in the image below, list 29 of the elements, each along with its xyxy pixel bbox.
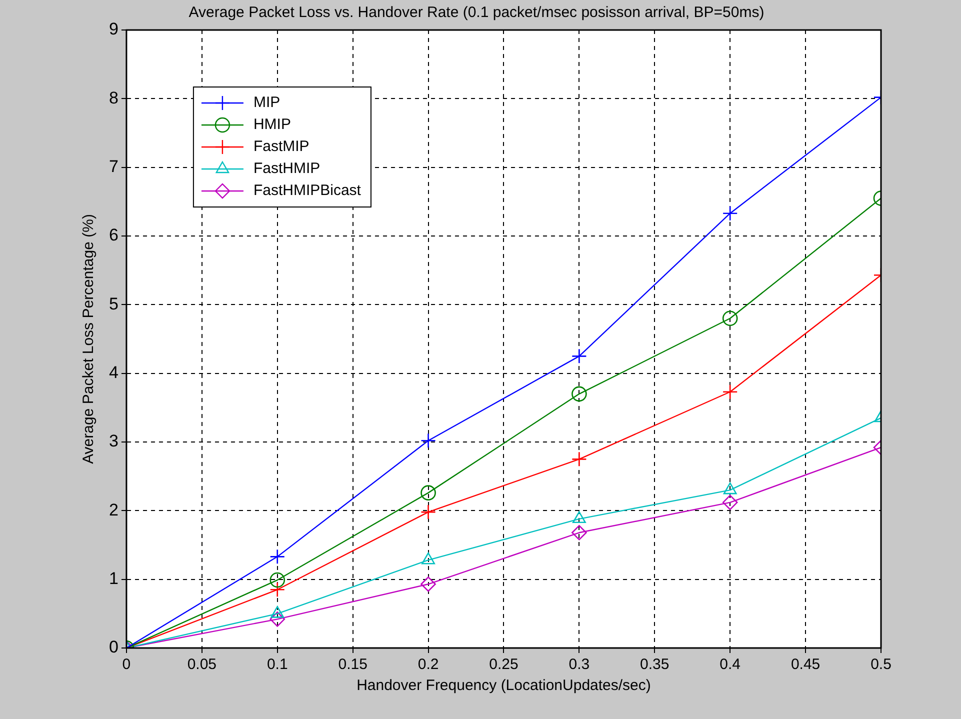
x-tick-label: 0.4 — [720, 656, 741, 674]
legend-label: MIP — [253, 94, 280, 112]
y-tick-label: 1 — [108, 569, 118, 588]
y-tick-label: 3 — [108, 432, 118, 451]
x-tick-label: 0.2 — [418, 656, 439, 674]
x-tick-label: 0.05 — [187, 656, 217, 674]
legend-label: FastHMIPBicast — [253, 182, 362, 200]
chart-title: Average Packet Loss vs. Handover Rate (0.1 packet/msec posisson arrival, BP=50ms) — [188, 4, 764, 22]
x-tick-label: 0.25 — [489, 656, 518, 674]
legend-label: FastHMIP — [253, 160, 320, 178]
legend-label: HMIP — [253, 116, 291, 134]
y-tick-label: 8 — [108, 88, 118, 108]
y-tick-label: 7 — [108, 157, 118, 176]
y-axis-title: Average Packet Loss Percentage (%) — [80, 214, 98, 464]
y-tick-label: 0 — [108, 638, 118, 657]
x-tick-label: 0.5 — [870, 656, 892, 674]
y-tick-label: 9 — [108, 20, 118, 39]
y-tick-label: 4 — [108, 363, 118, 382]
x-tick-label: 0.35 — [640, 656, 670, 674]
y-tick-label: 6 — [108, 226, 118, 245]
x-tick-label: 0 — [122, 656, 131, 674]
x-tick-label: 0.1 — [266, 656, 288, 674]
x-tick-label: 0.15 — [338, 656, 368, 674]
legend-label: FastMIP — [253, 138, 310, 156]
x-axis-title: Handover Frequency (LocationUpdates/sec) — [356, 677, 651, 694]
x-tick-label: 0.45 — [790, 656, 820, 674]
x-tick-label: 0.3 — [568, 656, 590, 674]
y-tick-label: 2 — [108, 500, 118, 520]
y-tick-label: 5 — [108, 294, 118, 314]
